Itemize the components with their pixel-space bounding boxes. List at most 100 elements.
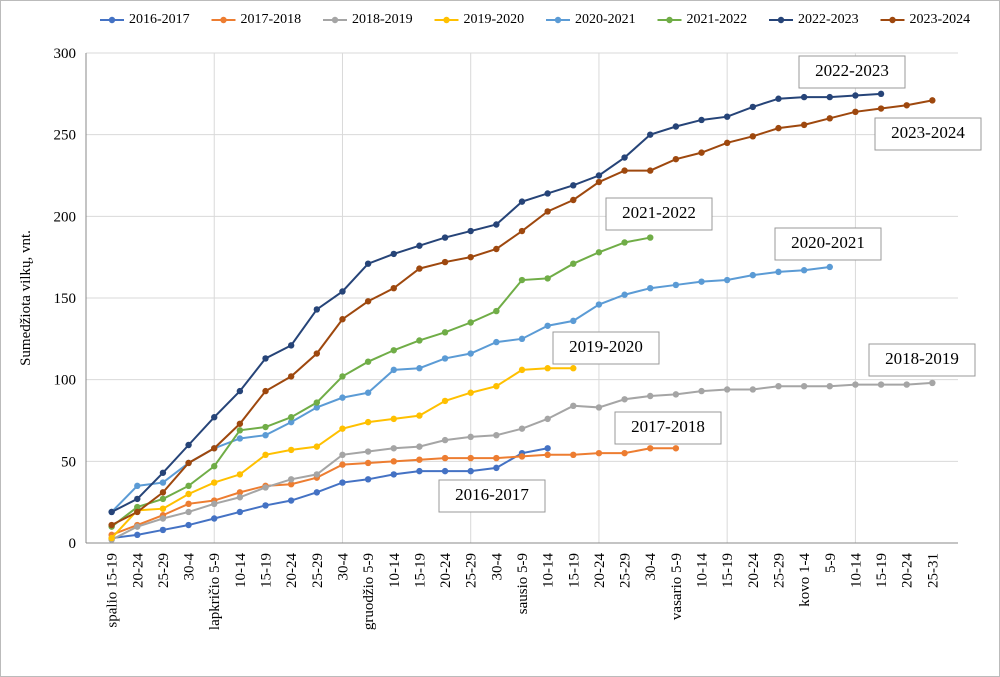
point: [544, 445, 551, 452]
x-tick-label: 20-24: [746, 553, 762, 588]
point: [852, 92, 859, 99]
point: [800, 383, 808, 390]
legend-label: 2019-2020: [464, 12, 525, 27]
annotation: 2019-2020: [569, 337, 643, 356]
point: [211, 414, 218, 421]
point: [493, 383, 500, 390]
point: [134, 495, 141, 503]
point: [826, 115, 833, 122]
legend-marker: [554, 16, 562, 24]
point: [826, 383, 833, 390]
point: [723, 113, 731, 120]
annotation: 2021-2022: [622, 203, 696, 222]
point: [313, 306, 321, 313]
annotation: 2023-2024: [891, 123, 965, 142]
x-tick-label: 20-24: [438, 553, 454, 588]
point: [364, 358, 372, 365]
point: [287, 446, 295, 454]
point: [493, 307, 500, 315]
point: [800, 121, 808, 129]
point: [877, 381, 885, 388]
x-tick-label: 10-14: [541, 553, 557, 588]
point: [390, 347, 397, 354]
point: [313, 350, 321, 357]
point: [544, 322, 551, 329]
annotation-box: [868, 343, 976, 377]
x-tick-label: 15-19: [720, 553, 736, 588]
point: [339, 288, 346, 295]
point: [262, 451, 269, 458]
point: [287, 418, 295, 426]
legend-label: 2017-2018: [241, 12, 302, 27]
point: [441, 436, 449, 444]
point: [287, 497, 295, 504]
point: [570, 365, 577, 372]
point: [185, 500, 192, 507]
point: [570, 260, 577, 267]
point: [313, 471, 321, 478]
point: [262, 484, 269, 491]
point: [441, 397, 449, 405]
point: [236, 420, 244, 427]
point: [236, 508, 244, 516]
x-tick-label: sausio 5-9: [515, 553, 531, 614]
point: [390, 415, 397, 423]
point: [287, 414, 295, 421]
y-tick-label: 300: [54, 46, 77, 62]
annotation: 2016-2017: [455, 485, 529, 504]
x-tick-label: lapkričio 5-9: [207, 553, 223, 630]
point: [493, 464, 500, 472]
point: [493, 221, 500, 228]
legend-marker: [331, 16, 339, 24]
point: [441, 234, 449, 241]
legend-label: 2020-2021: [575, 12, 636, 27]
point: [672, 445, 680, 452]
point: [185, 490, 192, 498]
point: [236, 387, 244, 395]
legend-marker: [777, 16, 785, 24]
point: [134, 531, 141, 539]
point: [364, 260, 372, 267]
point: [211, 445, 218, 452]
point: [467, 389, 474, 396]
point: [852, 108, 859, 116]
x-tick-label: 20-24: [900, 553, 916, 588]
x-tick-label: 15-19: [412, 553, 428, 588]
point: [236, 489, 244, 496]
point: [390, 285, 397, 292]
x-tick-label: 30-4: [489, 553, 505, 581]
point: [570, 451, 577, 458]
point: [544, 208, 551, 215]
point: [416, 242, 423, 249]
point: [518, 335, 526, 343]
point: [621, 154, 628, 161]
point: [647, 131, 654, 138]
point: [185, 459, 192, 467]
point: [595, 449, 603, 457]
point: [159, 495, 167, 503]
point: [262, 387, 269, 395]
y-tick-label: 250: [54, 128, 77, 144]
point: [339, 373, 346, 380]
point: [313, 443, 321, 450]
point: [775, 95, 782, 102]
point: [903, 102, 910, 109]
point: [518, 198, 526, 205]
point: [211, 500, 218, 507]
annotation-box: [774, 227, 882, 261]
x-tick-label: gruodžio 5-9: [361, 553, 377, 630]
point: [595, 301, 603, 308]
point: [416, 337, 423, 344]
point: [159, 479, 167, 486]
point: [236, 427, 244, 434]
point: [595, 249, 603, 256]
point: [544, 451, 551, 458]
point: [544, 190, 551, 197]
point: [621, 239, 628, 246]
x-tick-label: 10-14: [233, 553, 249, 588]
point: [672, 391, 680, 398]
point: [518, 453, 526, 460]
point: [698, 116, 705, 124]
x-tick-label: 25-29: [156, 553, 172, 588]
